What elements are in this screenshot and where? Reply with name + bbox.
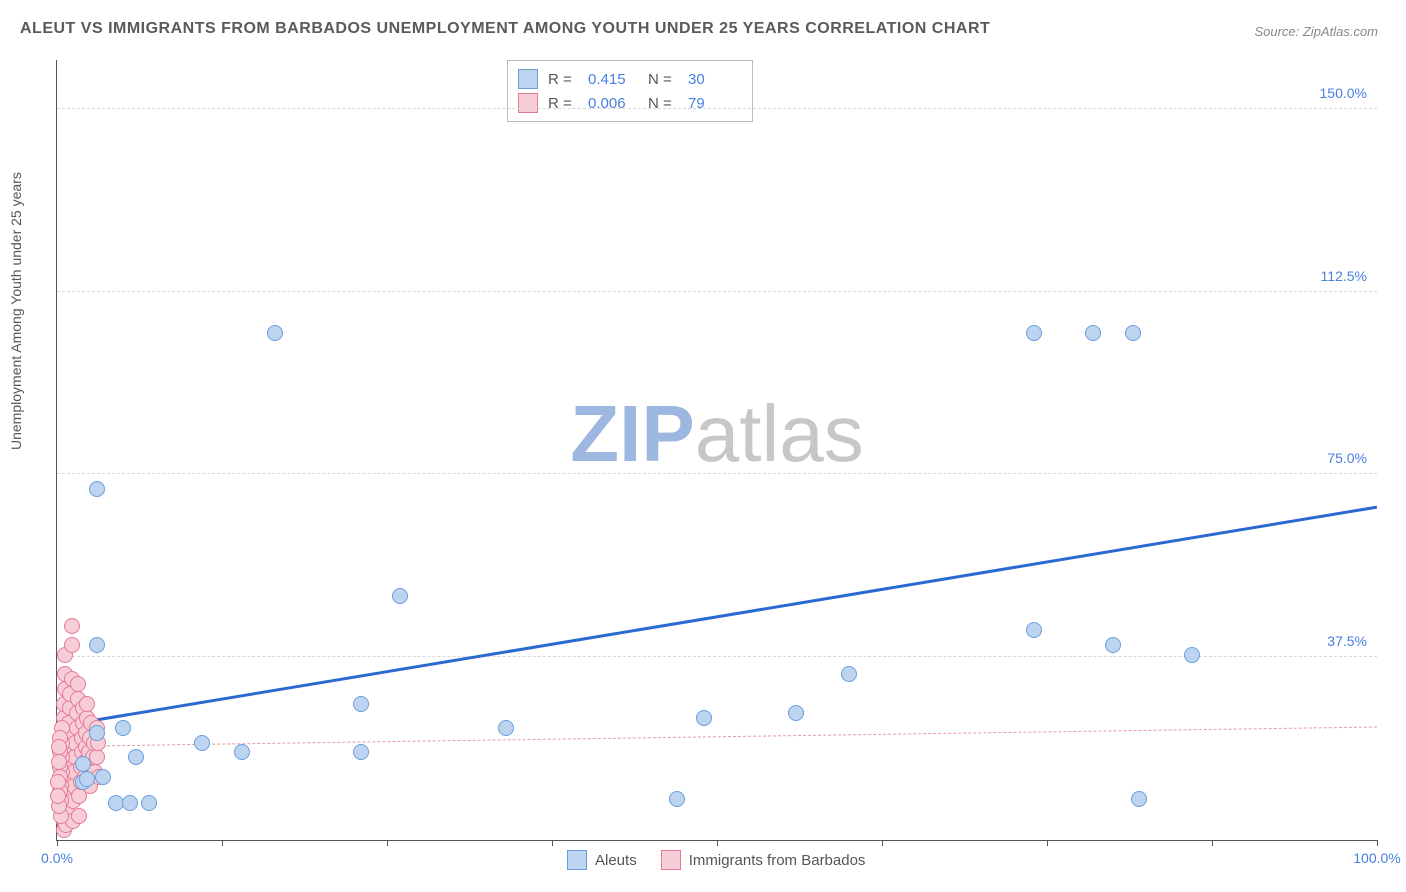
x-tick xyxy=(552,840,553,846)
data-point xyxy=(50,774,66,790)
x-tick xyxy=(717,840,718,846)
x-tick xyxy=(1377,840,1378,846)
series-legend: Aleuts Immigrants from Barbados xyxy=(567,850,865,870)
data-point xyxy=(141,795,157,811)
data-point xyxy=(89,725,105,741)
data-point xyxy=(788,705,804,721)
x-tick xyxy=(222,840,223,846)
gridline xyxy=(57,656,1377,657)
data-point xyxy=(234,744,250,760)
swatch-aleuts xyxy=(567,850,587,870)
data-point xyxy=(95,769,111,785)
trend-line-aleuts xyxy=(57,506,1377,728)
watermark-atlas: atlas xyxy=(695,389,864,478)
x-tick xyxy=(57,840,58,846)
watermark-zip: ZIP xyxy=(570,389,694,478)
gridline xyxy=(57,473,1377,474)
data-point xyxy=(89,637,105,653)
source-attribution: Source: ZipAtlas.com xyxy=(1254,24,1378,39)
data-point xyxy=(71,808,87,824)
legend-item-aleuts: Aleuts xyxy=(567,850,637,870)
data-point xyxy=(128,749,144,765)
data-point xyxy=(1026,622,1042,638)
x-tick xyxy=(387,840,388,846)
y-tick-label: 112.5% xyxy=(1321,268,1367,284)
y-tick-label: 75.0% xyxy=(1327,450,1367,466)
x-tick-label: 0.0% xyxy=(41,850,73,866)
swatch-barbados xyxy=(661,850,681,870)
data-point xyxy=(51,739,67,755)
legend-row-barbados: R = 0.006 N = 79 xyxy=(518,91,738,115)
data-point xyxy=(353,696,369,712)
data-point xyxy=(70,676,86,692)
legend-item-barbados: Immigrants from Barbados xyxy=(661,850,866,870)
correlation-legend: R = 0.415 N = 30 R = 0.006 N = 79 xyxy=(507,60,753,122)
data-point xyxy=(669,791,685,807)
y-tick-label: 37.5% xyxy=(1327,633,1367,649)
data-point xyxy=(122,795,138,811)
data-point xyxy=(50,788,66,804)
data-point xyxy=(696,710,712,726)
n-label: N = xyxy=(648,71,678,88)
data-point xyxy=(1026,325,1042,341)
data-point xyxy=(267,325,283,341)
data-point xyxy=(498,720,514,736)
chart-title: ALEUT VS IMMIGRANTS FROM BARBADOS UNEMPL… xyxy=(20,20,990,38)
data-point xyxy=(64,618,80,634)
r-value-barbados: 0.006 xyxy=(588,95,638,112)
data-point xyxy=(194,735,210,751)
data-point xyxy=(392,588,408,604)
data-point xyxy=(64,637,80,653)
n-value-aleuts: 30 xyxy=(688,71,738,88)
data-point xyxy=(89,481,105,497)
y-tick-label: 150.0% xyxy=(1320,85,1367,101)
x-tick xyxy=(1212,840,1213,846)
r-value-aleuts: 0.415 xyxy=(588,71,638,88)
data-point xyxy=(79,696,95,712)
data-point xyxy=(79,771,95,787)
gridline xyxy=(57,108,1377,109)
legend-label-aleuts: Aleuts xyxy=(595,852,637,869)
r-label: R = xyxy=(548,95,578,112)
data-point xyxy=(841,666,857,682)
data-point xyxy=(1105,637,1121,653)
swatch-aleuts xyxy=(518,69,538,89)
scatter-plot-area: ZIPatlas R = 0.415 N = 30 R = 0.006 N = … xyxy=(56,60,1377,841)
data-point xyxy=(353,744,369,760)
n-label: N = xyxy=(648,95,678,112)
data-point xyxy=(1184,647,1200,663)
x-tick xyxy=(882,840,883,846)
data-point xyxy=(115,720,131,736)
watermark: ZIPatlas xyxy=(570,388,863,480)
data-point xyxy=(1085,325,1101,341)
data-point xyxy=(1131,791,1147,807)
data-point xyxy=(75,756,91,772)
swatch-barbados xyxy=(518,93,538,113)
legend-label-barbados: Immigrants from Barbados xyxy=(689,852,866,869)
n-value-barbados: 79 xyxy=(688,95,738,112)
data-point xyxy=(51,754,67,770)
x-tick-label: 100.0% xyxy=(1353,850,1400,866)
trend-line-immigrants-from-barbados xyxy=(57,727,1377,747)
r-label: R = xyxy=(548,71,578,88)
x-tick xyxy=(1047,840,1048,846)
data-point xyxy=(1125,325,1141,341)
y-axis-label: Unemployment Among Youth under 25 years xyxy=(8,172,24,450)
gridline xyxy=(57,291,1377,292)
legend-row-aleuts: R = 0.415 N = 30 xyxy=(518,67,738,91)
